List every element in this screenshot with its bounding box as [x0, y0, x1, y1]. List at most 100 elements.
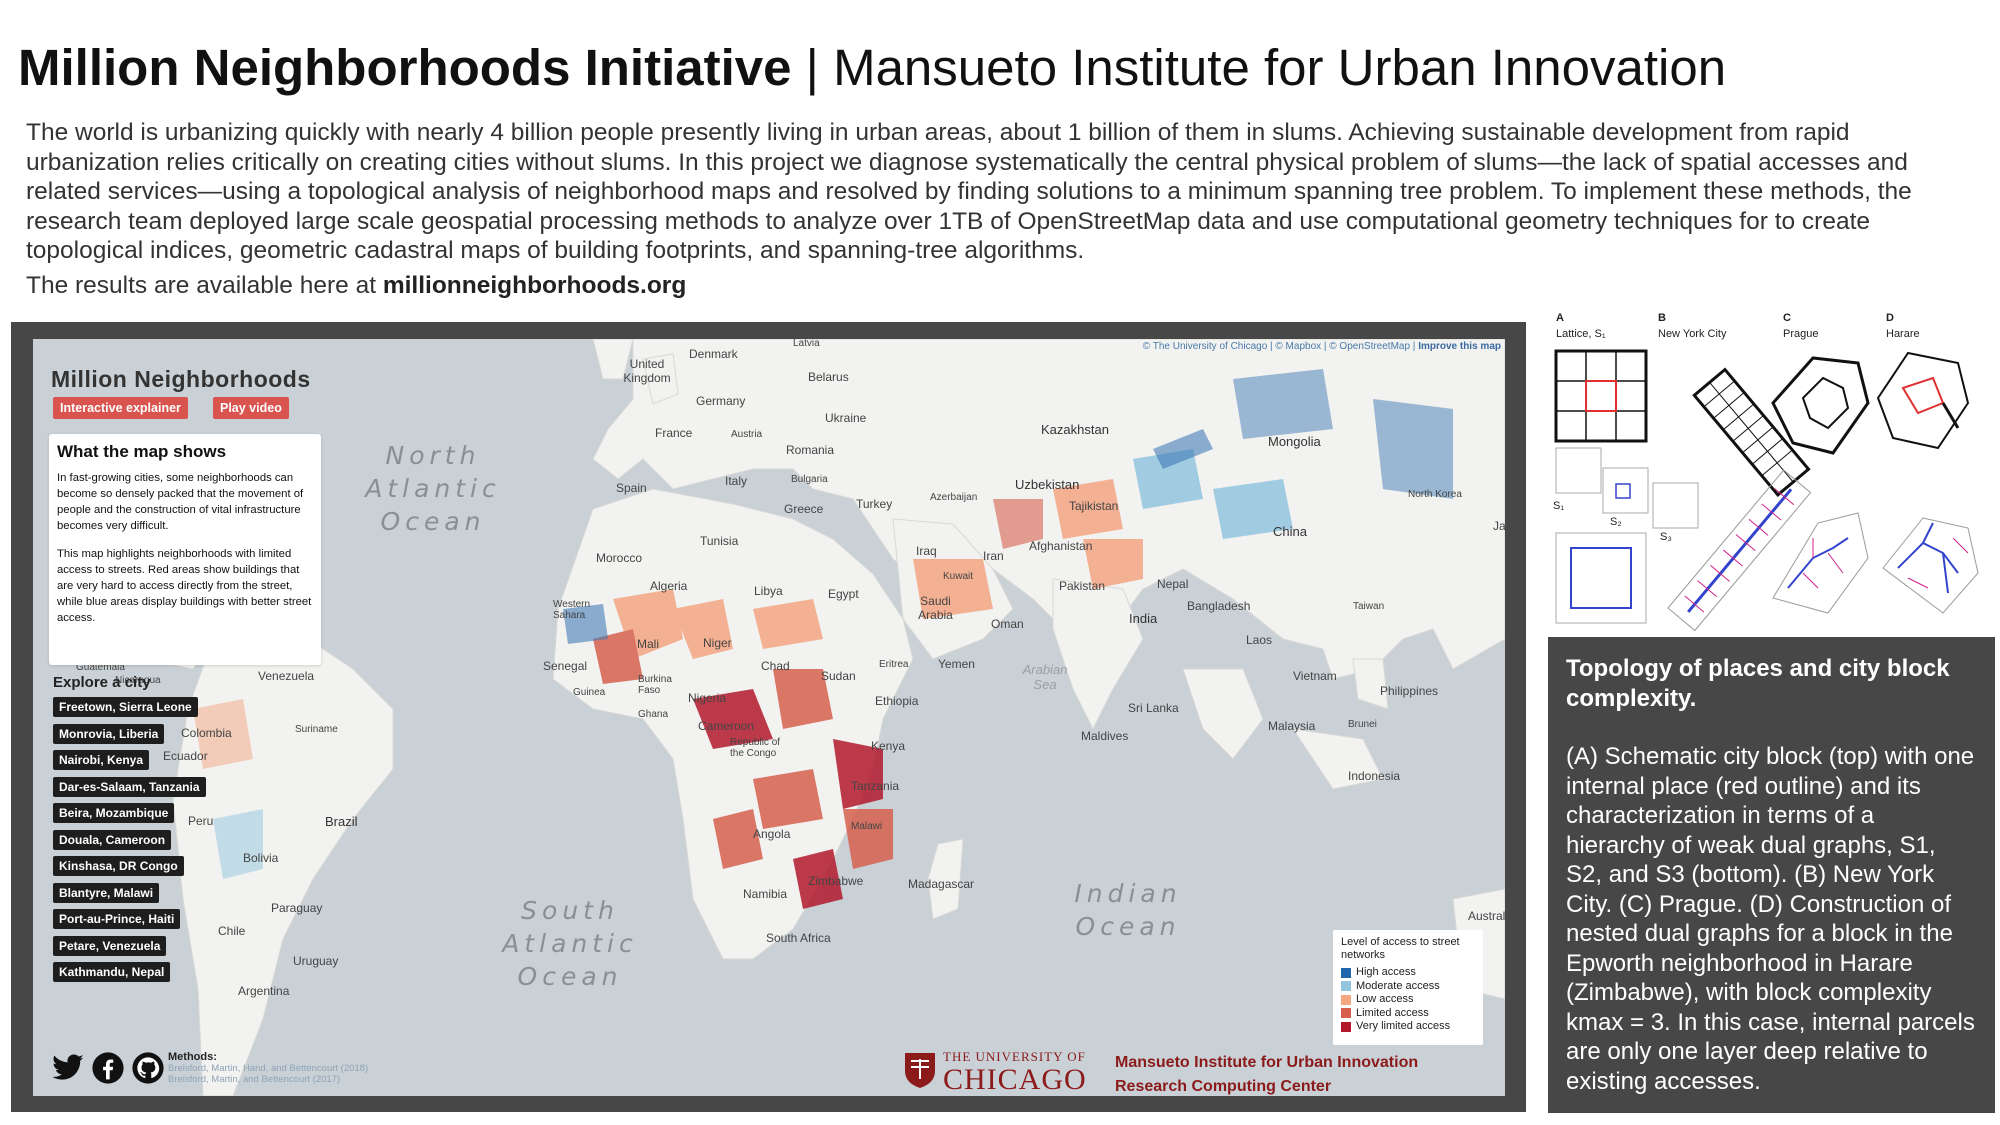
- label-senegal: Senegal: [543, 659, 588, 673]
- label-chad: Chad: [761, 659, 790, 673]
- label-western-sahara: Western Sahara: [553, 599, 591, 621]
- map-legend: Level of access to street networks High …: [1333, 930, 1483, 1045]
- uchicago-shield-icon: [905, 1053, 935, 1088]
- label-uk: United Kingdom: [623, 357, 671, 385]
- methods-ref[interactable]: Brelsford, Martin, Hand, and Bettencourt…: [168, 1063, 369, 1074]
- panel-letter-b: B: [1658, 312, 1666, 324]
- mansueto-line: Mansueto Institute for Urban Innovation: [1115, 1054, 1419, 1071]
- label-laos: Laos: [1246, 633, 1273, 647]
- legend-item: Limited access: [1341, 1007, 1475, 1021]
- label-philippines: Philippines: [1380, 684, 1439, 698]
- panel-name-b: New York City: [1658, 328, 1727, 340]
- uchicago-small: THE UNIVERSITY OF: [943, 1049, 1086, 1064]
- ocean-word: Atlantic: [502, 929, 638, 958]
- page-title: Million Neighborhoods Initiative | Mansu…: [18, 38, 1726, 97]
- label-saudi: Saudi Arabia: [918, 594, 953, 622]
- panel-letter-a: A: [1556, 312, 1564, 324]
- legend-swatch: [1341, 1021, 1351, 1032]
- city-link[interactable]: Freetown, Sierra Leone: [53, 697, 198, 717]
- mansueto-line: Research Computing Center: [1115, 1078, 1332, 1095]
- label-romania: Romania: [786, 443, 835, 457]
- label-tajikistan: Tajikistan: [1069, 499, 1119, 513]
- label-taiwan: Taiwan: [1353, 601, 1385, 612]
- label-austria: Austria: [731, 429, 763, 440]
- label-germany: Germany: [696, 394, 746, 408]
- label-nepal: Nepal: [1157, 577, 1189, 591]
- city-link[interactable]: Douala, Cameroon: [53, 830, 172, 850]
- city-link[interactable]: Nairobi, Kenya: [53, 750, 150, 770]
- info-box: What the map shows In fast-growing citie…: [49, 434, 321, 665]
- label-tunisia: Tunisia: [700, 534, 739, 548]
- label-guinea: Guinea: [573, 687, 606, 698]
- ocean-word: North: [385, 441, 481, 470]
- city-link[interactable]: Beira, Mozambique: [53, 803, 175, 823]
- label-venezuela: Venezuela: [258, 669, 315, 683]
- ocean-word: Ocean: [1075, 912, 1181, 941]
- city-link[interactable]: Kathmandu, Nepal: [53, 962, 171, 982]
- caption-title: Topology of places and city block comple…: [1566, 655, 1950, 712]
- ocean-word: Indian: [1074, 879, 1182, 908]
- city-link[interactable]: Monrovia, Liberia: [53, 724, 165, 744]
- city-link[interactable]: Petare, Venezuela: [53, 936, 167, 956]
- title-bold: Million Neighborhoods Initiative: [18, 39, 792, 96]
- label-australia: Austral: [1468, 909, 1505, 923]
- map-panel-title: Million Neighborhoods: [51, 366, 311, 392]
- legend-swatch: [1341, 994, 1351, 1005]
- city-link[interactable]: Dar-es-Salaam, Tanzania: [53, 777, 206, 797]
- label-kuwait: Kuwait: [943, 571, 974, 582]
- label-mongolia: Mongolia: [1268, 434, 1321, 449]
- figure-caption: Topology of places and city block comple…: [1548, 637, 1995, 1113]
- attribution-text: © The University of Chicago | © Mapbox |…: [1142, 341, 1419, 352]
- play-video-button[interactable]: Play video: [213, 397, 289, 419]
- city-link[interactable]: Kinshasa, DR Congo: [53, 856, 184, 876]
- label-maldives: Maldives: [1081, 729, 1129, 743]
- panel-name-a: Lattice, S₁: [1556, 328, 1606, 340]
- legend-item: Very limited access: [1341, 1020, 1475, 1034]
- ocean-north-atlantic: North Atlantic Ocean: [353, 439, 513, 538]
- label-azerbaijan: Azerbaijan: [930, 492, 978, 503]
- interactive-explainer-button[interactable]: Interactive explainer: [53, 397, 188, 419]
- map-frame: © The University of Chicago | © Mapbox |…: [11, 322, 1526, 1112]
- label-egypt: Egypt: [828, 587, 859, 601]
- label-vietnam: Vietnam: [1293, 669, 1337, 683]
- panel-name-d: Harare: [1886, 328, 1920, 340]
- facebook-icon[interactable]: [91, 1051, 125, 1085]
- methods-ref[interactable]: Brelsford, Martin, and Bettencourt (2017…: [168, 1074, 341, 1085]
- label-italy: Italy: [725, 474, 748, 488]
- label-tanzania: Tanzania: [851, 779, 900, 793]
- improve-map-link[interactable]: Improve this map: [1418, 341, 1501, 352]
- world-map[interactable]: © The University of Chicago | © Mapbox |…: [33, 339, 1505, 1096]
- results-link[interactable]: millionneighborhoods.org: [382, 272, 687, 299]
- label-north-korea: North Korea: [1408, 489, 1462, 500]
- twitter-icon[interactable]: [51, 1051, 85, 1085]
- legend-title: Level of access to street networks: [1341, 936, 1460, 961]
- ocean-word: Ocean: [517, 962, 623, 991]
- label-iran: Iran: [983, 549, 1004, 563]
- topology-diagram: [1554, 349, 1979, 632]
- label-paraguay: Paraguay: [271, 901, 323, 915]
- s-label: S₃: [1660, 531, 1672, 543]
- github-icon[interactable]: [131, 1051, 165, 1085]
- map-landmass: [92, 339, 1505, 1096]
- label-iraq: Iraq: [916, 544, 937, 558]
- info-paragraph-2: This map highlights neighborhoods with l…: [57, 548, 312, 624]
- label-niger: Niger: [703, 636, 732, 650]
- legend-label: High access: [1356, 966, 1416, 978]
- panel-letter-d: D: [1886, 312, 1894, 324]
- city-link[interactable]: Blantyre, Malawi: [53, 883, 160, 903]
- ocean-word: South: [521, 896, 619, 925]
- results-prefix: The results are available here at: [26, 272, 383, 299]
- sea-word: Arabian: [1022, 662, 1068, 677]
- label-zimbabwe: Zimbabwe: [808, 874, 864, 888]
- label-kenya: Kenya: [871, 739, 906, 753]
- label-ethiopia: Ethiopia: [875, 694, 919, 708]
- label-ghana: Ghana: [638, 709, 669, 720]
- title-rest: | Mansueto Institute for Urban Innovatio…: [791, 39, 1727, 96]
- ocean-indian: Indian Ocean: [1063, 877, 1193, 943]
- label-india: India: [1129, 611, 1158, 626]
- city-link[interactable]: Port-au-Prince, Haiti: [53, 909, 181, 929]
- label-nigeria: Nigeria: [688, 691, 727, 705]
- label-afghanistan: Afghanistan: [1029, 539, 1093, 553]
- label-spain: Spain: [616, 481, 647, 495]
- label-latvia: Latvia: [793, 339, 820, 349]
